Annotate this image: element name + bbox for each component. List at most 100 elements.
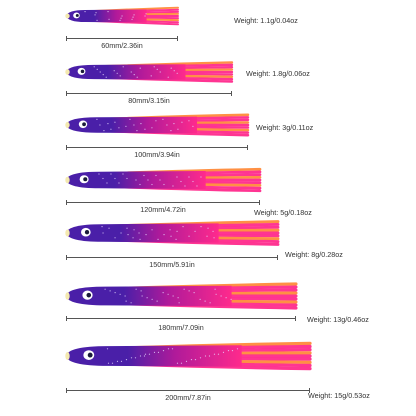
lure-image [65,282,298,310]
sparkle [121,15,123,17]
lure-image [65,167,262,193]
sparkle [145,234,147,236]
lure-image [65,6,179,26]
sparkle [200,176,202,178]
sparkle [151,229,153,231]
sparkle [125,300,127,302]
sparkle [151,298,153,300]
sparkle [206,235,208,237]
sparkle [94,14,96,16]
sparkle [116,72,118,74]
sparkle [169,229,171,231]
sparkle [104,288,106,290]
sparkle [125,359,128,361]
length-label: 60mm/2.36in [101,41,143,50]
sparkle [173,123,175,125]
sparkle [236,348,239,350]
pupil [86,292,92,298]
sparkle [215,293,217,295]
lure-row: 80mm/3.15in Weight: 1.8g/0.06oz [0,52,416,108]
sparkle [125,125,127,127]
sparkle [135,288,137,290]
sparkle [178,302,180,304]
sparkle [147,179,149,181]
sparkle [118,182,120,184]
sparkle [214,288,216,290]
sparkle [116,360,119,362]
sparkle [132,237,134,239]
sparkle [212,230,214,232]
sparkle [150,75,152,77]
sparkle [134,357,137,359]
lure-row: 60mm/2.36in Weight: 1.1g/0.04oz [0,0,416,56]
length-label: 200mm/7.87in [165,393,211,402]
length-scale-line [66,91,232,96]
sparkle [213,237,215,239]
length-label: 80mm/3.15in [128,96,170,105]
lure-body [66,285,232,307]
sparkle [101,226,103,228]
sparkle [181,121,183,123]
sparkle [107,123,109,125]
sparkle [162,118,164,120]
sparkle [159,71,161,73]
sparkle [131,18,133,20]
sparkle [170,67,172,69]
sparkle [148,353,151,355]
sparkle [132,16,134,18]
weight-label: Weight: 5g/0.18oz [254,208,312,217]
sparkle [193,292,195,294]
lure-body [66,345,242,367]
sparkle [172,295,174,297]
weight-label: Weight: 3g/0.11oz [256,123,314,132]
sparkle [183,288,185,290]
sparkle [177,297,179,299]
lure-row: 180mm/7.09in Weight: 13g/0.46oz [0,260,416,332]
length-scale-line [66,316,296,321]
sparkle [220,295,222,297]
sparkle [180,180,182,183]
length-label: 180mm/7.09in [158,323,204,332]
sparkle [114,292,116,294]
sparkle [96,19,98,21]
nose-tip [65,176,70,184]
sparkle [120,232,122,234]
sparkle [96,68,98,70]
sparkle [217,353,220,355]
sparkle [139,67,141,69]
sparkle [155,120,157,122]
lure-body [66,223,219,243]
sparkle [139,238,141,240]
sparkle [167,293,169,295]
sparkle [173,70,175,72]
length-scale-line [66,200,260,205]
sparkle [167,76,169,78]
lure-image [65,220,280,246]
sparkle [172,185,174,187]
sparkle [204,355,207,357]
lure-row: 100mm/3.94in Weight: 3g/0.11oz [0,104,416,160]
sparkle [138,232,140,234]
lure-body [66,64,186,80]
sparkle [167,348,170,350]
sparkle [207,227,209,229]
sparkle [111,362,114,364]
sparkle [188,120,190,122]
sparkle [151,183,153,186]
lure-row: 120mm/4.72in Weight: 5g/0.18oz [0,156,416,217]
sparkle [162,350,165,352]
sparkle [126,227,128,229]
sparkle [130,71,132,73]
sparkle [110,128,112,130]
sparkle [156,300,158,302]
sparkle [141,295,143,297]
sparkle [143,355,146,357]
sparkle [129,118,131,120]
sparkle [99,71,101,73]
sparkle [102,74,104,76]
sparkle [157,238,159,240]
sparkle [157,351,160,353]
sparkle [231,350,234,352]
weight-label: Weight: 13g/0.46oz [307,315,369,324]
sparkle [107,362,110,364]
